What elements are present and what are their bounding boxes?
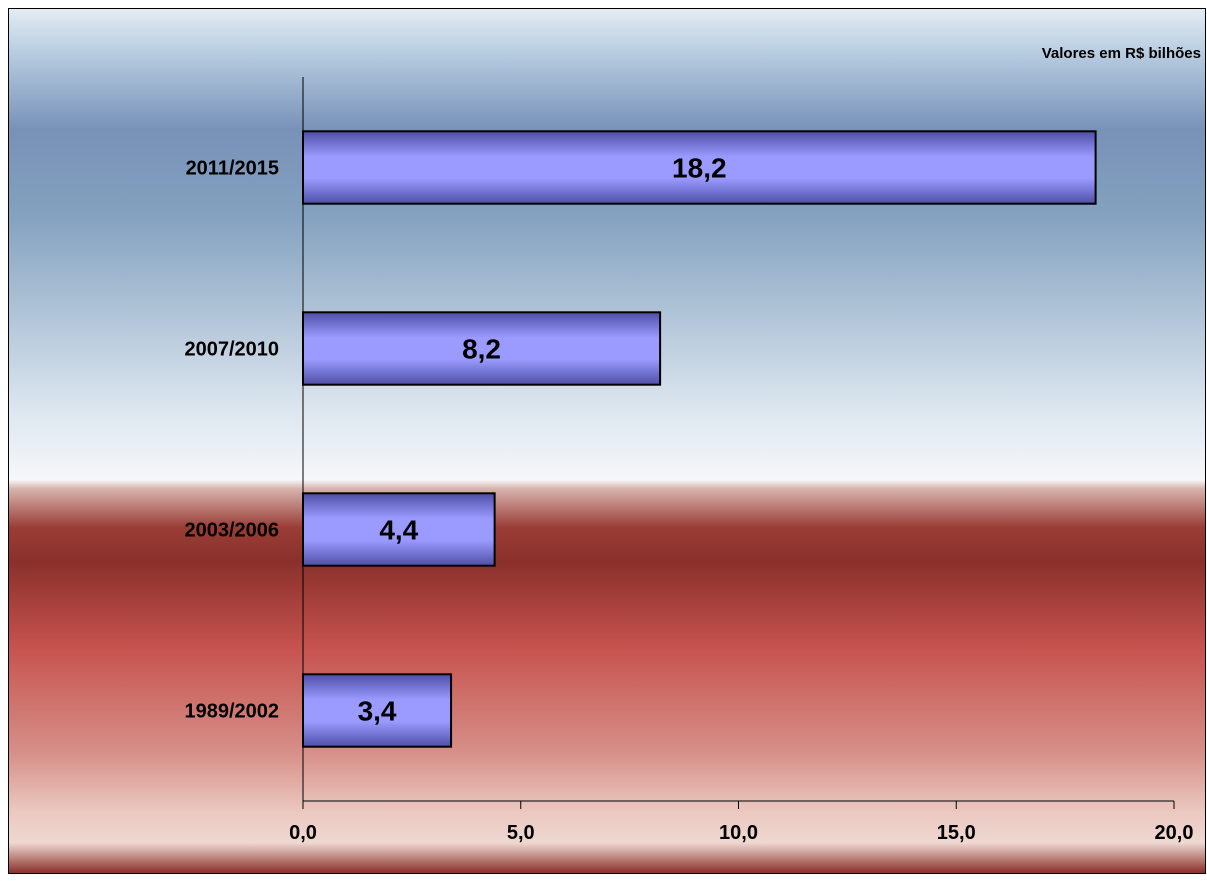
category-label: 2011/2015 [186,158,279,180]
category-label: 2007/2010 [184,339,279,361]
bar-chart: Valores em R$ bilhões 18,2 8,2 4,4 3,4 2011… [9,9,1205,873]
x-tick-label: 20,0 [1155,822,1194,844]
bars-group: 18,2 8,2 4,4 3,4 [302,130,1097,748]
axes-group: 2011/2015 2007/2010 2003/2006 1989/2002 0,0 5… [184,77,1193,844]
chart-frame: Valores em R$ bilhões 18,2 8,2 4,4 3,4 2011… [8,8,1206,874]
value-label: 4,4 [379,515,418,546]
unit-note: Valores em R$ bilhões [1042,45,1201,62]
bar-2003-2006 [302,492,496,567]
x-tick-label: 10,0 [719,822,758,844]
value-label: 3,4 [358,696,397,727]
value-label: 8,2 [462,334,501,365]
category-label: 2003/2006 [184,520,279,542]
bar-2011-2015 [302,130,1097,205]
x-tick-label: 0,0 [289,822,317,844]
x-tick-label: 5,0 [507,822,535,844]
category-label: 1989/2002 [184,701,279,723]
x-tick-label: 15,0 [937,822,976,844]
bar-1989-2002 [302,673,453,748]
value-label: 18,2 [672,153,727,184]
